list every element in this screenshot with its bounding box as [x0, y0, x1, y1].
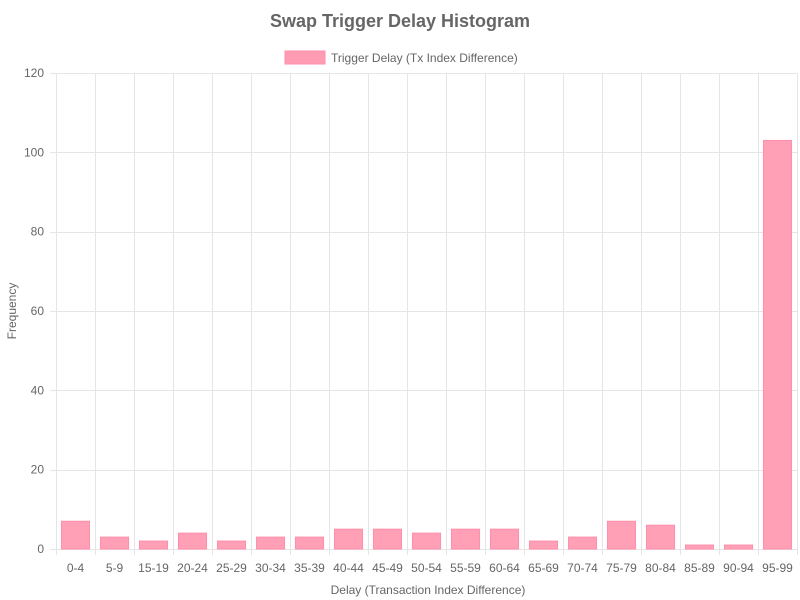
bar[interactable] — [216, 540, 247, 550]
bar[interactable] — [294, 536, 325, 550]
x-tick-label: 35-39 — [294, 561, 325, 575]
bar[interactable] — [645, 524, 676, 550]
x-tick-label: 25-29 — [216, 561, 247, 575]
legend-label: Trigger Delay (Tx Index Difference) — [331, 51, 518, 65]
bar[interactable] — [372, 528, 403, 550]
y-tick-label: 0 — [37, 542, 44, 556]
bar[interactable] — [60, 520, 91, 550]
legend-swatch — [284, 50, 326, 65]
bar[interactable] — [528, 540, 559, 550]
chart-title: Swap Trigger Delay Histogram — [270, 11, 530, 31]
bar[interactable] — [450, 528, 481, 550]
bars — [60, 139, 793, 550]
x-tick-label: 45-49 — [372, 561, 403, 575]
y-tick-label: 60 — [31, 304, 45, 318]
y-tick-label: 20 — [31, 463, 45, 477]
x-tick-label: 90-94 — [723, 561, 754, 575]
x-tick-label: 0-4 — [67, 561, 85, 575]
x-tick-label: 75-79 — [606, 561, 637, 575]
x-tick-label: 65-69 — [528, 561, 559, 575]
x-tick-label: 70-74 — [567, 561, 598, 575]
bar[interactable] — [606, 520, 637, 550]
bar[interactable] — [333, 528, 364, 550]
bar[interactable] — [567, 536, 598, 550]
x-tick-label: 55-59 — [450, 561, 481, 575]
x-tick-label: 95-99 — [762, 561, 793, 575]
x-tick-label: 50-54 — [411, 561, 442, 575]
legend[interactable]: Trigger Delay (Tx Index Difference) — [284, 50, 518, 65]
y-tick-label: 40 — [31, 383, 45, 397]
bar[interactable] — [177, 532, 208, 550]
bar[interactable] — [723, 544, 754, 550]
bar[interactable] — [684, 544, 715, 550]
bar[interactable] — [99, 536, 130, 550]
y-tick-label: 100 — [24, 145, 44, 159]
y-tick-label: 80 — [31, 225, 45, 239]
bar[interactable] — [411, 532, 442, 550]
x-axis-title: Delay (Transaction Index Difference) — [331, 583, 526, 597]
bar[interactable] — [489, 528, 520, 550]
x-tick-label: 30-34 — [255, 561, 286, 575]
bar[interactable] — [255, 536, 286, 550]
x-tick-label: 15-19 — [138, 561, 169, 575]
x-axis-ticks: 0-4 5-9 15-19 20-24 25-29 30-34 35-39 40-44 45-4… — [67, 561, 793, 575]
y-tick-label: 120 — [24, 66, 44, 80]
y-axis-ticks: 0 20 40 60 80 100 120 — [24, 66, 44, 556]
x-tick-label: 40-44 — [333, 561, 364, 575]
grid-lines — [50, 73, 798, 555]
x-tick-label: 80-84 — [645, 561, 676, 575]
bar[interactable] — [138, 540, 169, 550]
bar[interactable] — [762, 139, 793, 550]
x-tick-label: 85-89 — [684, 561, 715, 575]
x-tick-label: 60-64 — [489, 561, 520, 575]
x-tick-label: 20-24 — [177, 561, 208, 575]
x-tick-label: 5-9 — [106, 561, 124, 575]
y-axis-title: Frequency — [5, 283, 19, 340]
